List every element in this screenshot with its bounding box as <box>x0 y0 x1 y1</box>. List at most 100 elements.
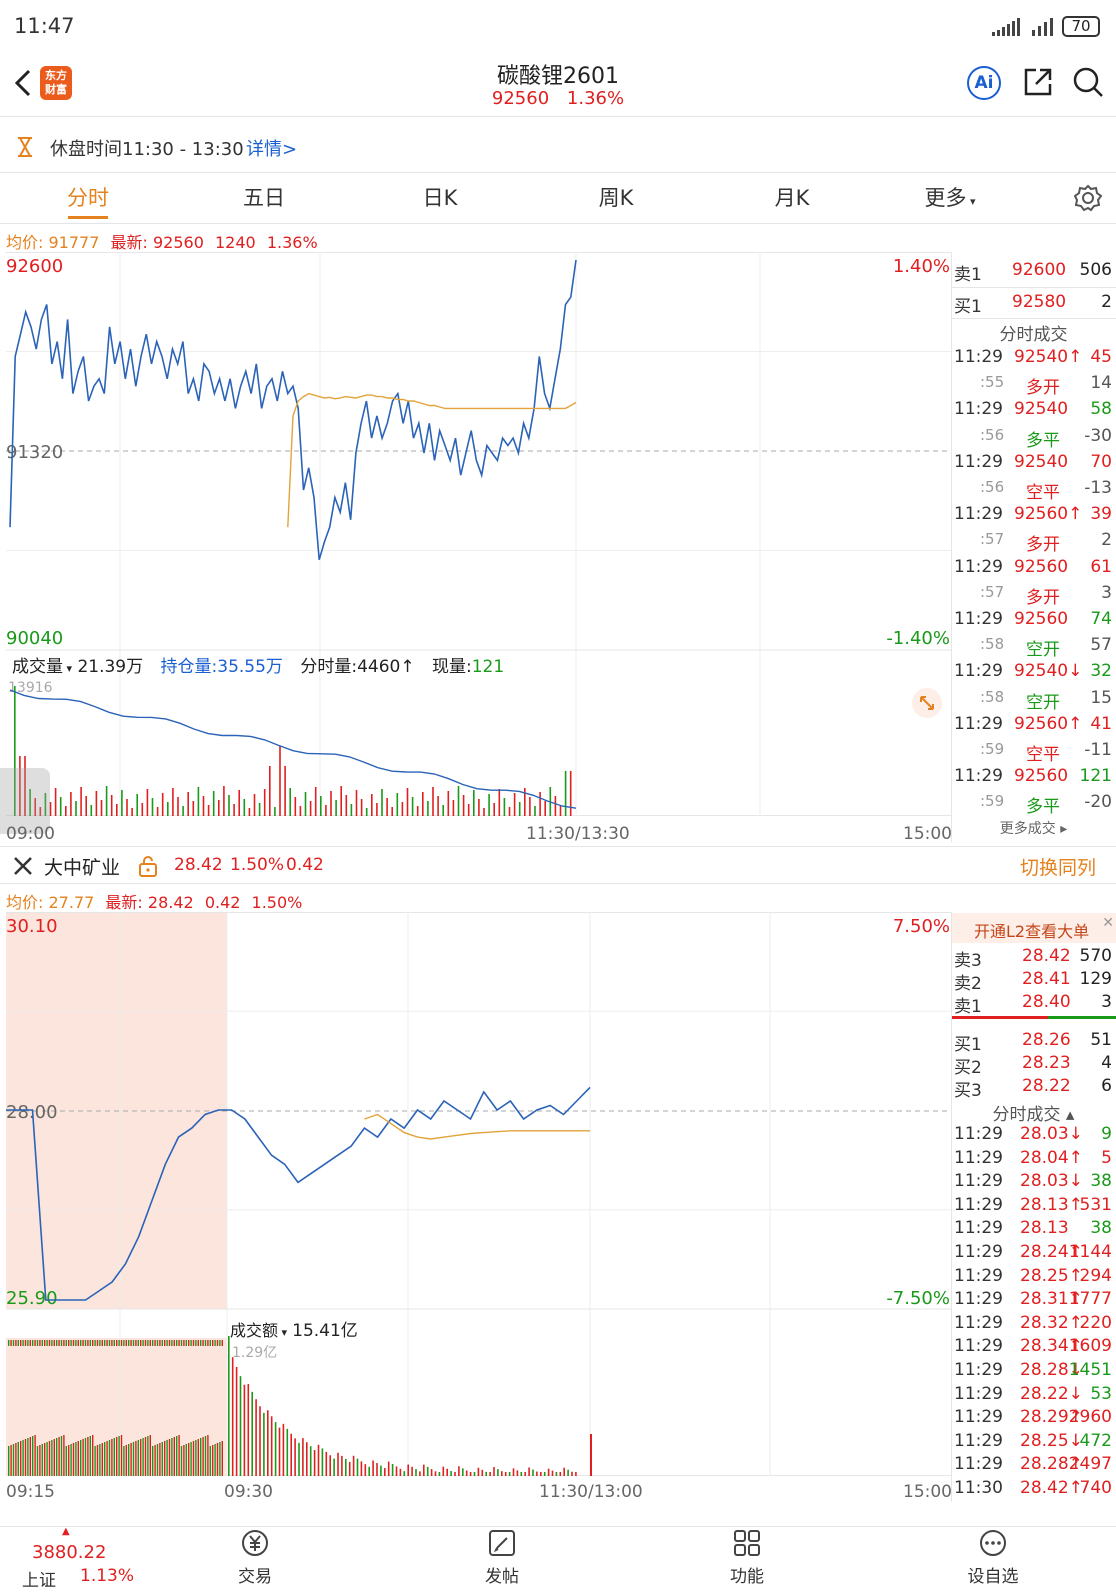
ob1-sell-1[interactable]: 卖1 92600 506 <box>954 260 1114 286</box>
amt-value: 15.41亿 <box>292 1321 358 1341</box>
volume-bar <box>59 797 62 816</box>
left-scroll-handle[interactable] <box>0 768 50 834</box>
trade-price: 28.29↑ <box>1020 1407 1083 1428</box>
index-name[interactable]: 上证 <box>22 1571 56 1591</box>
trade-time: :57 <box>980 582 1005 601</box>
amt-max-label: 1.29亿 <box>232 1345 278 1361</box>
ob2-row[interactable]: 卖1 28.40 3 <box>954 992 1114 1018</box>
ob2-row[interactable]: 卖2 28.41 129 <box>954 969 1114 995</box>
amt-label[interactable]: 成交额 ▾ <box>230 1321 287 1340</box>
trade-vol: -13 <box>1084 478 1112 498</box>
nav-functions[interactable]: 功能 <box>692 1528 802 1587</box>
close-icon[interactable] <box>12 855 34 877</box>
tab-weekly-k[interactable]: 周K <box>598 186 634 210</box>
tab-intraday[interactable]: 分时 <box>67 186 109 210</box>
trade-time: 11:29 <box>954 713 1003 734</box>
trade-row: 11:29 28.03↓ 38 <box>954 1171 1114 1197</box>
linked-pct: 1.50% <box>230 855 285 875</box>
nav-watchlist[interactable]: 设自选 <box>938 1528 1048 1587</box>
amount-bar <box>185 1340 187 1346</box>
trade-vol: 220 <box>1079 1312 1112 1333</box>
amount-bar <box>39 1340 41 1346</box>
ai-icon[interactable]: Ai <box>967 66 1001 100</box>
amount-bar <box>454 1472 456 1476</box>
amount-bar <box>63 1435 65 1476</box>
l2-banner[interactable]: 开通L2查看大单 ✕ <box>952 913 1116 943</box>
trade-time: :58 <box>980 635 1005 654</box>
ob2-row[interactable]: 买3 28.22 6 <box>954 1076 1114 1102</box>
volume-bar <box>218 800 220 816</box>
volume-bar <box>80 787 82 816</box>
close-icon[interactable]: ✕ <box>1102 915 1114 931</box>
amount-bar <box>399 1468 402 1476</box>
ob2-row[interactable]: 买1 28.26 51 <box>954 1030 1114 1056</box>
back-icon[interactable] <box>12 68 34 98</box>
search-icon[interactable] <box>1072 66 1104 98</box>
switch-button[interactable]: 切换同列 <box>1020 857 1097 879</box>
nav-post[interactable]: 发帖 <box>447 1528 557 1587</box>
chart2-time-mid: 11:30/13:00 <box>539 1482 643 1502</box>
volume-bar <box>554 796 557 816</box>
trades2-title[interactable]: 分时成交 ▴ <box>992 1105 1075 1125</box>
ob-price: 28.22 <box>1022 1076 1071 1096</box>
amount-bar <box>92 1435 94 1476</box>
volume-bar <box>524 788 526 816</box>
latest-label: 最新: <box>105 893 143 912</box>
trade-time: 11:29 <box>954 347 1003 367</box>
trade-price: 空平 <box>1026 745 1060 765</box>
trade-vol: 5 <box>1101 1147 1112 1168</box>
volume-bar <box>177 797 179 816</box>
volume-bar <box>371 794 373 816</box>
trade-vol: 472 <box>1079 1430 1112 1451</box>
trade-price: 92540 <box>1014 451 1069 472</box>
amount-bar <box>212 1340 214 1346</box>
amount-bar <box>202 1437 204 1476</box>
amount-bar <box>243 1384 246 1476</box>
ob1-buy-1[interactable]: 买1 92580 2 <box>954 292 1114 318</box>
nav-trade[interactable]: 交易 <box>200 1528 310 1587</box>
ob-qty: 6 <box>1101 1076 1112 1096</box>
trade-time: 11:29 <box>954 1407 1003 1428</box>
volume-bar <box>467 804 470 816</box>
latest-change: 1240 <box>215 233 256 252</box>
linked-name[interactable]: 大中矿业 <box>44 857 121 879</box>
chart2-pct-low: -7.50% <box>886 1288 950 1309</box>
trade-row: 11:29 92540↑ 45 <box>954 347 1114 373</box>
volume-bar <box>335 800 337 816</box>
trade-price: 92560↑ <box>1014 504 1083 525</box>
vol-label[interactable]: 成交量 ▾ <box>12 657 72 677</box>
amount-bar <box>329 1455 331 1476</box>
amount-bar <box>94 1446 96 1476</box>
notice-bar: 休盘时间11:30 - 13:30 详情> <box>0 118 1116 172</box>
trade-price: 28.22↓ <box>1020 1383 1083 1404</box>
expand-icon[interactable] <box>912 688 942 718</box>
index-value[interactable]: 3880.22 <box>32 1542 107 1563</box>
app-logo[interactable]: 东方 财富 <box>40 66 72 100</box>
notice-link[interactable]: 详情> <box>246 139 298 160</box>
ob-price: 28.41 <box>1022 969 1071 989</box>
amount-bar <box>434 1471 437 1476</box>
signal2-icon <box>1032 18 1054 36</box>
tab-daily-k[interactable]: 日K <box>422 186 458 210</box>
ob2-row[interactable]: 买2 28.23 4 <box>954 1053 1114 1079</box>
amount-bar <box>41 1444 43 1476</box>
ob2-row[interactable]: 卖3 28.42 570 <box>954 946 1114 972</box>
amount-bar <box>380 1465 382 1476</box>
amount-bar <box>51 1340 53 1346</box>
amount-bar <box>219 1442 221 1476</box>
trade-time: 11:29 <box>954 1171 1003 1192</box>
share-icon[interactable] <box>1022 66 1054 98</box>
lock-icon[interactable] <box>138 855 158 877</box>
amount-bar <box>364 1464 367 1476</box>
more-trades-link[interactable]: 更多成交 ▸ <box>999 821 1068 837</box>
tab-monthly-k[interactable]: 月K <box>774 186 810 210</box>
amount-bar <box>419 1471 421 1476</box>
volume-bar <box>360 799 363 816</box>
trades1-title[interactable]: 分时成交 <box>999 325 1068 345</box>
hourglass-icon <box>16 136 34 158</box>
tab-more[interactable]: 更多 ▾ <box>890 182 1010 212</box>
settings-icon[interactable] <box>1073 184 1103 212</box>
tab-five-day[interactable]: 五日 <box>243 186 285 210</box>
amount-bar <box>161 1340 163 1346</box>
amount-bar <box>22 1440 24 1476</box>
